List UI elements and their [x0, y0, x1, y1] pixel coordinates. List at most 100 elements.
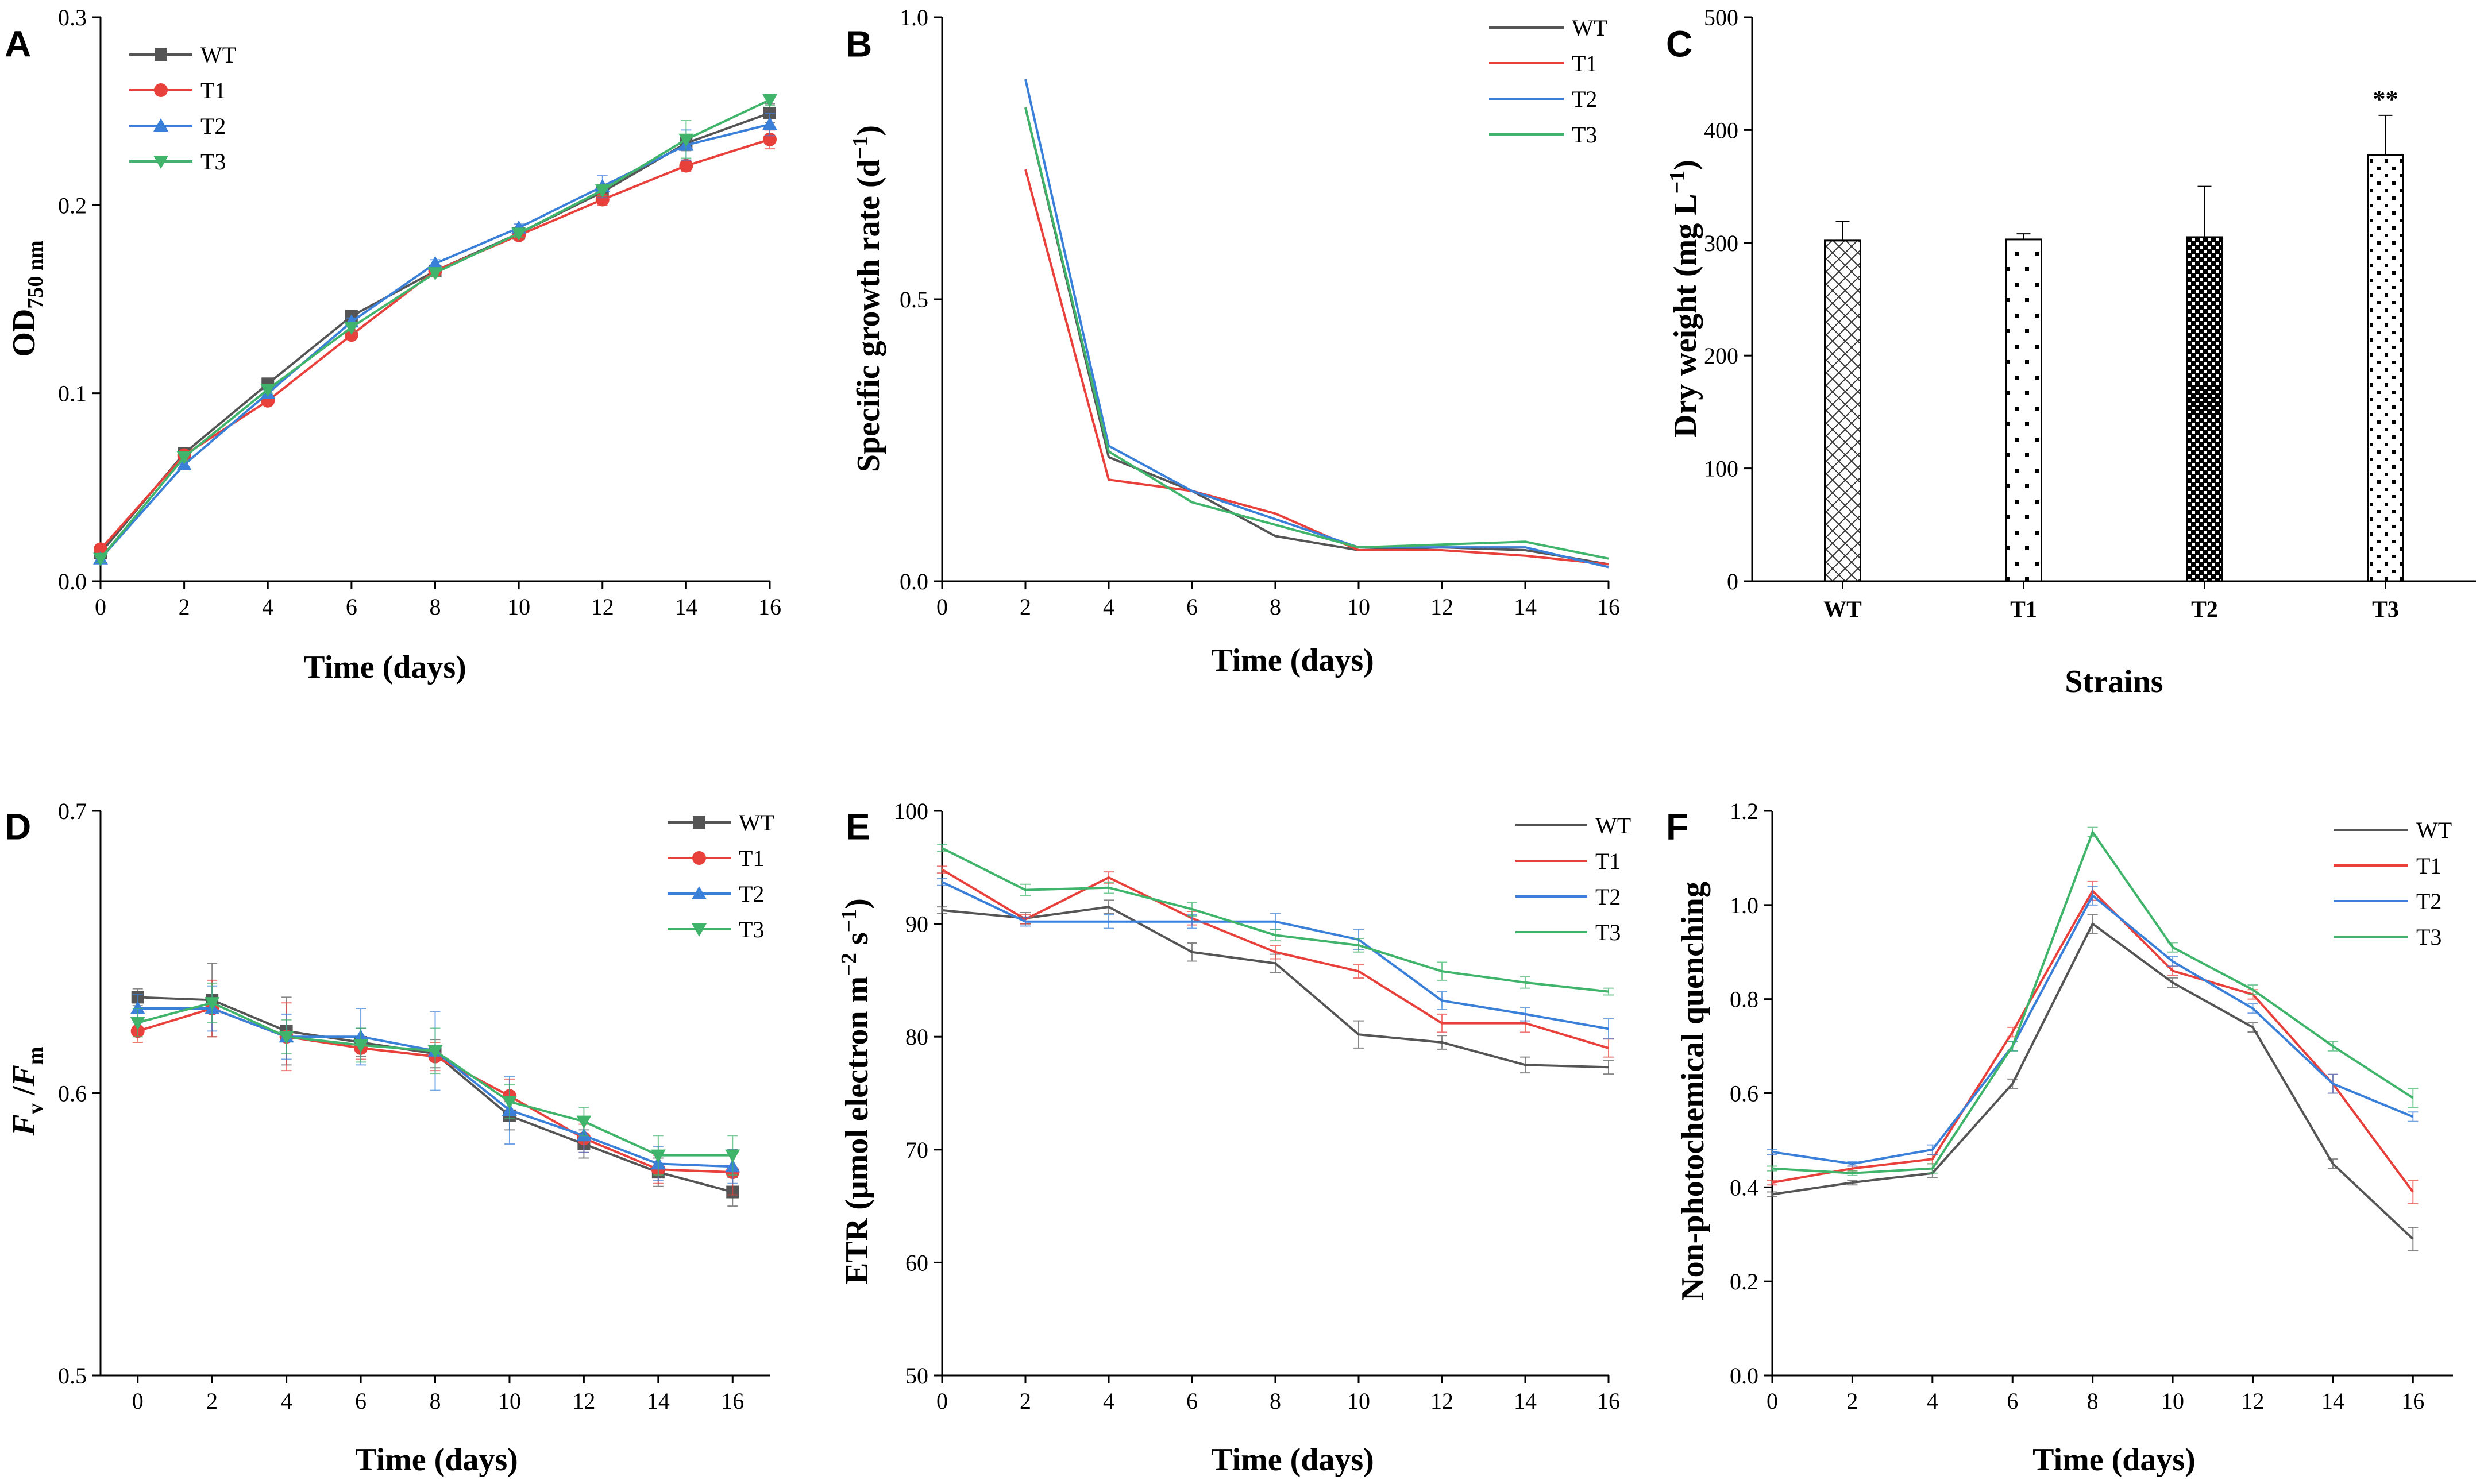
x-tick-label: 12: [1430, 594, 1453, 620]
error-bar: [2197, 186, 2212, 237]
legend-label-t3: T3: [1572, 122, 1597, 148]
y-tick-label: 0.5: [58, 1363, 87, 1389]
series-line-wt: [99, 112, 770, 554]
x-tick-label: 6: [1186, 594, 1198, 620]
legend-label-t1: T1: [1595, 848, 1621, 874]
bar-t1: [2005, 238, 2042, 582]
data-point: [344, 322, 359, 335]
data-point: [650, 1149, 666, 1163]
legend-label-t2: T2: [2416, 888, 2442, 914]
x-tick-label: 10: [2161, 1388, 2184, 1414]
data-point: [176, 451, 192, 465]
data-point: [205, 997, 220, 1011]
series-line-t2: [1024, 79, 1609, 569]
series-t2: [1024, 79, 1609, 569]
panel-F: F 0.0 0.2 0.4 0.6 0.8 1.0 1.2 0 2 4 6 8 10 12 14 16 WT T1 T…: [1666, 798, 2453, 1478]
x-tick-label: 0: [132, 1388, 144, 1414]
series-line-wt: [942, 906, 1609, 1069]
data-point: [595, 184, 610, 198]
series-t2: [1767, 886, 2419, 1167]
legend-marker-t2: [153, 118, 168, 132]
x-tick-label: 14: [1514, 594, 1537, 620]
y-tick-label: 0.0: [58, 569, 87, 594]
x-tick-label: 2: [1020, 1388, 1031, 1414]
error-bar: [2016, 233, 2031, 239]
x-axis-title: Time (days): [1211, 1442, 1374, 1478]
x-tick-label: 14: [647, 1388, 670, 1414]
x-tick-label: 16: [721, 1388, 744, 1414]
legend-label-wt: WT: [2416, 817, 2452, 843]
legend-label-t1: T1: [2416, 853, 2442, 879]
data-point: [679, 159, 693, 173]
series-t3: [93, 94, 777, 566]
series-line-t1: [1024, 169, 1609, 566]
legend-label-t2: T2: [1572, 86, 1597, 112]
series-t3: [1024, 107, 1609, 560]
x-tick-label: 10: [498, 1388, 521, 1414]
error-bar: [1767, 1191, 1777, 1197]
y-tick-label: 1.0: [1730, 892, 1758, 918]
series-t3: [1767, 826, 2419, 1176]
legend-marker-wt: [155, 48, 167, 61]
bar-t2: [2186, 236, 2223, 582]
y-tick-label: 50: [905, 1363, 928, 1389]
x-tick-label: 4: [1927, 1388, 1938, 1414]
series-line-t1: [1772, 889, 2414, 1193]
series-wt: [1024, 107, 1609, 566]
panel-letter-D: D: [5, 806, 31, 847]
y-tick-label: 0.0: [1730, 1363, 1758, 1389]
legend-label-t3: T3: [739, 917, 764, 942]
error-bar: [937, 844, 947, 852]
error-bar: [2378, 114, 2393, 155]
data-point: [427, 1045, 443, 1058]
series-t1: [94, 129, 777, 556]
legend-label-t3: T3: [2416, 924, 2442, 950]
y-tick-label: 0.3: [58, 5, 87, 30]
x-tick-label: 4: [1103, 594, 1114, 620]
error-bar: [1603, 1018, 1614, 1040]
x-tick-label: 12: [2241, 1388, 2264, 1414]
panel-A: A 0.0 0.1 0.2 0.3 0 2 4 6 8 10 12 14 16 WT T1 T2 T3 Time (…: [5, 5, 781, 685]
y-tick-label: 0.8: [1730, 987, 1758, 1012]
x-axis-title: Time (days): [303, 650, 466, 685]
y-axis-title: Non-photochemical quenching: [1675, 882, 1711, 1301]
legend-label-wt: WT: [739, 810, 774, 836]
y-axis-title: ETR (μmol electron m−2 s−1): [837, 898, 875, 1284]
series-line-t2: [1772, 894, 2414, 1165]
series-t1: [1024, 169, 1609, 566]
series-t3: [130, 982, 740, 1176]
data-point: [427, 256, 443, 269]
x-tick-label: 10: [1347, 1388, 1370, 1414]
series-t2: [93, 112, 777, 565]
y-tick-label: 0.0: [900, 569, 928, 594]
y-tick-label: 0.5: [900, 287, 928, 312]
x-axis-title: Time (days): [1211, 643, 1374, 678]
x-tick-label: 10: [507, 594, 530, 620]
data-point: [762, 94, 777, 108]
series-wt: [1767, 914, 2419, 1251]
x-tick-label: T2: [2191, 596, 2218, 622]
y-tick-label: 0.4: [1730, 1174, 1758, 1200]
x-tick-label: 12: [1430, 1388, 1453, 1414]
y-tick-label: 100: [894, 798, 928, 824]
x-axis-title: Time (days): [355, 1442, 518, 1478]
error-bar: [937, 878, 947, 886]
y-axis-title: Dry weight (mg L−1): [1665, 160, 1703, 438]
series-line-t3: [1024, 107, 1609, 560]
y-tick-label: 0.6: [58, 1081, 87, 1107]
legend-marker-t3: [692, 923, 707, 937]
series-line-wt: [1024, 107, 1609, 566]
x-tick-label: 6: [2007, 1388, 2018, 1414]
x-tick-label: 14: [2321, 1388, 2344, 1414]
x-tick-label: 14: [1514, 1388, 1537, 1414]
x-tick-label: 8: [2087, 1388, 2099, 1414]
y-tick-label: 300: [1704, 230, 1738, 256]
series-t2: [937, 878, 1614, 1040]
x-tick-label: 8: [430, 594, 441, 620]
panel-letter-A: A: [5, 23, 31, 64]
legend-marker-t1: [692, 851, 706, 865]
x-tick-label: 2: [179, 594, 190, 620]
x-tick-label: 10: [1347, 594, 1370, 620]
y-tick-label: 0.6: [1730, 1081, 1758, 1107]
